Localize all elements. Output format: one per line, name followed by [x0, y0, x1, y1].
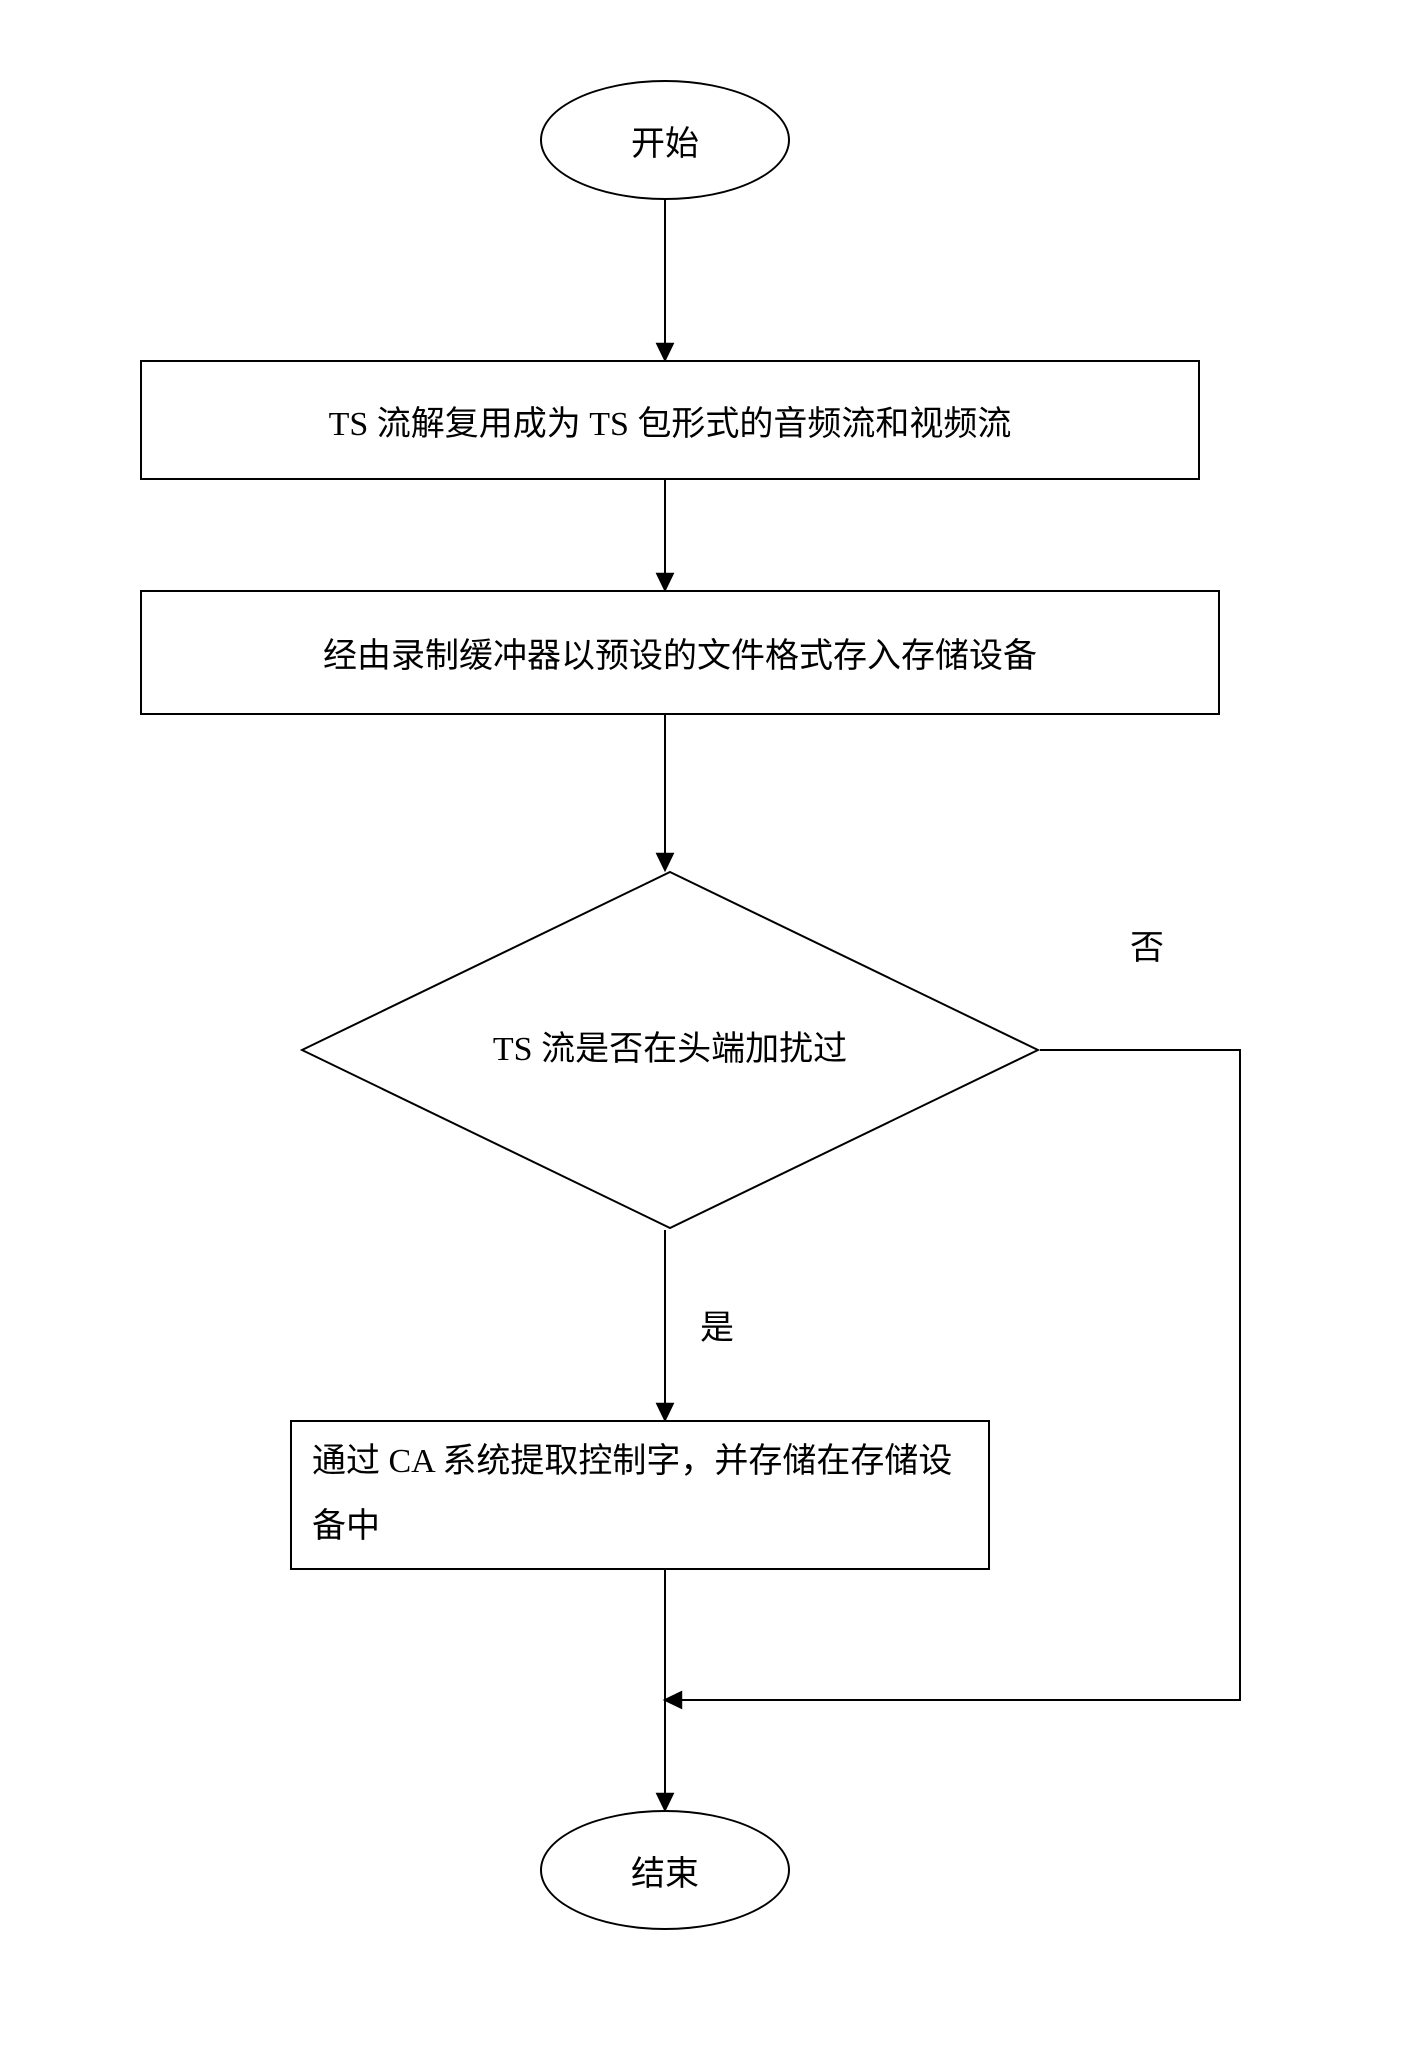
start-label: 开始	[631, 116, 699, 165]
extract-cw-process-node: 通过 CA 系统提取控制字，并存储在存储设备中	[290, 1420, 990, 1570]
extract-cw-process-label: 通过 CA 系统提取控制字，并存储在存储设备中	[312, 1430, 968, 1559]
start-node: 开始	[540, 80, 790, 200]
end-node: 结束	[540, 1810, 790, 1930]
store-process-node: 经由录制缓冲器以预设的文件格式存入存储设备	[140, 590, 1220, 715]
store-process-label: 经由录制缓冲器以预设的文件格式存入存储设备	[323, 628, 1037, 677]
end-label: 结束	[631, 1846, 699, 1895]
demux-process-label: TS 流解复用成为 TS 包形式的音频流和视频流	[329, 396, 1012, 445]
demux-process-node: TS 流解复用成为 TS 包形式的音频流和视频流	[140, 360, 1200, 480]
flowchart-canvas: 开始 TS 流解复用成为 TS 包形式的音频流和视频流 经由录制缓冲器以预设的文…	[0, 0, 1426, 2050]
scrambled-decision-node: TS 流是否在头端加扰过	[300, 870, 1040, 1230]
no-edge-label: 否	[1130, 920, 1164, 969]
scrambled-decision-label: TS 流是否在头端加扰过	[490, 1018, 850, 1083]
yes-edge-label: 是	[700, 1300, 734, 1349]
